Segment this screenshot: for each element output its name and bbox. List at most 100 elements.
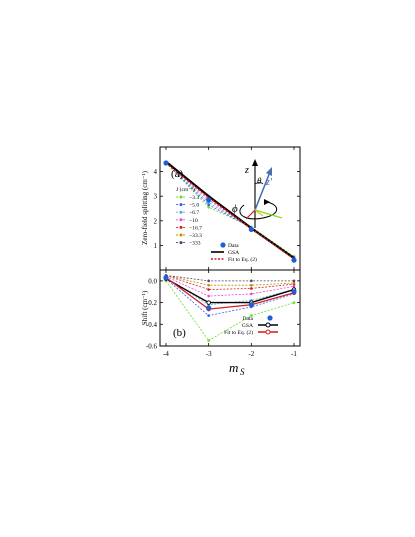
y-tick-label: -0.6 [146,343,158,351]
legend-b: Data GSA Fit to Eq. (2) [224,315,278,336]
j-series-point [250,292,253,296]
projection-green [254,209,283,219]
panel-b-ylabel: Shift (cm⁻¹) [141,290,149,325]
j-series-point [292,301,296,304]
x-tick-label: -4 [163,350,169,358]
x-axis-label-sub: S [240,367,245,377]
j-series-point [207,205,210,209]
panel-a-label: (a) [171,168,184,180]
legend-j-label: −3.3 [189,195,199,201]
legend-j-swatch-point [179,233,183,237]
data-point [163,275,169,281]
j-series-point [250,279,253,283]
j-series-point [250,283,253,287]
gsa-point [206,300,211,305]
legend-a-data-label: Data [228,243,239,249]
data-point [291,257,297,263]
j-series-line [165,275,295,290]
legend-j-title: J (cm⁻¹) [176,186,195,193]
legend-j-swatch-point [179,241,183,245]
projection-yellow [254,209,264,217]
y-tick-label: -0.2 [146,299,158,307]
y-tick-label: 1 [154,242,158,250]
y-tick-label: 3 [154,193,158,201]
phi-label: ϕ [232,203,238,215]
y-tick-label: 0.0 [148,277,157,285]
gsa-line [165,278,295,304]
legend-j-swatch-point [179,225,183,229]
j-series-point [207,203,210,207]
panel-b-label: (b) [173,327,186,339]
panel-a-plot: 1 2 3 4 [154,147,300,270]
j-series-point [207,288,210,291]
j-series-point [292,284,296,288]
legend-j-label: −33.3 [189,233,202,239]
data-point [291,289,297,295]
theta-arc [254,182,264,185]
legend-j: J (cm⁻¹) −3.3 −5.0−6.7 −10−16.7 −33.3 −333 [176,186,202,247]
x-tick-label: -1 [291,350,297,358]
j-series-line [165,278,295,317]
orientation-inset: z z′ θ ϕ [232,159,283,228]
j-series-point [250,314,253,317]
j-series-point [207,339,210,342]
legend-j-label: −333 [189,241,201,247]
zprime-axis-arrowhead [266,167,272,176]
phi-ellipse [239,201,278,220]
j-series-point [292,279,296,283]
theta-label: θ [257,176,262,186]
x-tick-label: -3 [206,350,212,358]
x-axis-label: m [229,360,238,375]
y-tick-label: -0.4 [146,321,158,329]
legend-b-fit-label: Fit to Eq. (2) [224,329,253,336]
data-point [248,302,254,308]
legend-b-data-label: Data [242,316,253,322]
panel-b-frame [159,269,301,347]
legend-a-fit-label: Fit to Eq. (2) [228,256,257,263]
legend-j-label: −6.7 [189,210,199,216]
legend-j-swatch-point [179,210,183,214]
j-series-line [165,280,295,342]
y-tick-label: 2 [154,217,158,225]
legend-b-fit-marker [265,329,271,335]
legend-b-data-marker [267,315,273,321]
data-point [206,305,212,311]
legend-j-swatch-point [179,218,183,222]
j-series-point [207,279,210,283]
legend-j-label: −5.0 [189,203,199,209]
data-point [248,226,254,233]
legend-j-swatch-point [179,203,183,207]
zprime-axis-line [254,171,271,211]
legend-b-gsa-label: GSA [242,323,253,329]
legend-a-gsa-label: GSA [228,250,239,256]
legend-b-gsa-marker [265,322,271,328]
legend-j-label: −16.7 [189,225,202,231]
data-point [206,197,212,203]
j-series-point [207,283,210,287]
j-series-point [207,314,210,317]
panel-a-ylabel: Zero-field splitting (cm⁻¹) [141,170,149,244]
panel-b-plot: 0.0 -0.2 -0.4 -0.6 -4 -3 -2 -1 [146,270,300,358]
data-point [163,160,169,166]
x-tick-label: -2 [248,350,254,358]
zprime-label: z′ [265,177,273,188]
legend-j-swatch-point [179,195,183,199]
legend-a-data-marker [220,242,226,248]
j-series-line [165,276,295,297]
fit-line [165,162,295,260]
projection-red [245,209,256,220]
j-series-line [165,275,295,286]
legend-j-label: −10 [189,218,198,224]
j-series-point [292,281,296,285]
fit-line [165,277,295,310]
legend-a: Data GSA Fit to Eq. (2) [211,242,257,263]
phi-arrowhead [264,199,270,205]
j-series-line [165,162,295,257]
j-series-point [250,287,253,290]
j-series-line [165,275,294,282]
z-label: z [244,165,249,176]
z-axis-arrowhead [252,159,258,166]
y-tick-label: 4 [154,168,158,176]
j-series-point [207,294,210,298]
